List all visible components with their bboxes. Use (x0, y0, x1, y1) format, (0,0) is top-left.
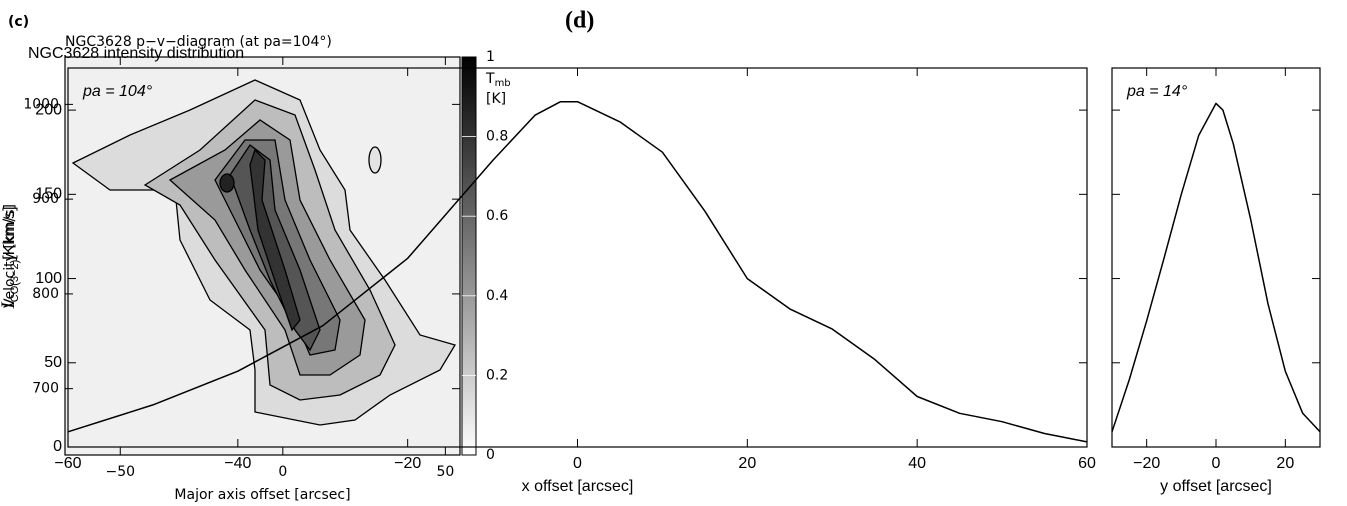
x-axis-label: x offset [arcsec] (522, 478, 634, 495)
plot-frame (64, 56, 461, 456)
colorbar (461, 56, 477, 456)
colorbar-tick-label: 0.8 (486, 129, 508, 145)
x-tick-label: 60 (1078, 455, 1096, 472)
y-tick-label: 800 (32, 286, 59, 302)
x-tick-label: 50 (436, 464, 454, 480)
x-axis-label: y offset [arcsec] (1160, 478, 1272, 495)
x-tick-label: 20 (738, 455, 756, 472)
colorbar-tick-label: 0.4 (486, 288, 508, 304)
colorbar-tick-label: 1 (486, 49, 495, 65)
y-tick-label: 100 (35, 270, 62, 287)
y-axis-label: Velocity [km/s] (2, 204, 18, 308)
annotation: pa = 104° (82, 83, 153, 100)
colorbar-label: Tmb (485, 71, 511, 89)
x-tick-label: 0 (1212, 455, 1221, 472)
panel-label: (d) (565, 8, 594, 34)
x-tick-label: 0 (278, 464, 287, 480)
label-unit: [Kkm/s] (1, 206, 18, 259)
x-tick-label: −40 (224, 455, 251, 472)
intensity-line (67, 100, 1088, 443)
x-tick-label: 0 (573, 455, 582, 472)
label-symbol: T (485, 71, 495, 87)
y-tick-label: 700 (32, 381, 59, 397)
colorbar-tick-label: 0.2 (486, 367, 508, 383)
y-tick-label: 50 (44, 354, 62, 371)
y-tick-label: 0 (53, 438, 62, 455)
y-tick-label: 1000 (23, 96, 59, 112)
colorbar-tick-label: 0 (486, 447, 495, 463)
label-subscript: CO(3−2) (9, 260, 21, 303)
panel-label: (c) (8, 14, 29, 30)
y-tick-label: 150 (35, 186, 62, 203)
intensity-line (1111, 102, 1321, 433)
colorbar-unit: [K] (486, 91, 506, 107)
x-tick-label: 40 (908, 455, 926, 472)
x-tick-label: −20 (1133, 455, 1160, 472)
y-tick-label: 900 (32, 191, 59, 207)
pv-image (65, 57, 460, 455)
x-tick-label: −60 (54, 455, 81, 472)
label-symbol: I (0, 301, 19, 310)
plot-frame (1111, 67, 1321, 448)
chart-title: NGC3628 intensity distribution (28, 45, 244, 62)
x-tick-label: 20 (1276, 455, 1294, 472)
x-tick-label: −20 (394, 455, 421, 472)
x-tick-label: −50 (105, 464, 135, 480)
axis-label: ICO(3−2)[Kkm/s] (0, 206, 21, 309)
label-subscript: mb (495, 78, 511, 89)
panel: −20 0 20y offset [arcsec] pa = 14° (1111, 67, 1321, 495)
y-tick-label: 200 (35, 101, 62, 118)
colorbar-tick-label: 0.6 (486, 208, 508, 224)
annotation: pa = 14° (1126, 83, 1188, 100)
chart-title: NGC3628 p−v−diagram (at pa=104°) (65, 34, 332, 50)
x-axis-label: Major axis offset [arcsec] (174, 487, 350, 503)
